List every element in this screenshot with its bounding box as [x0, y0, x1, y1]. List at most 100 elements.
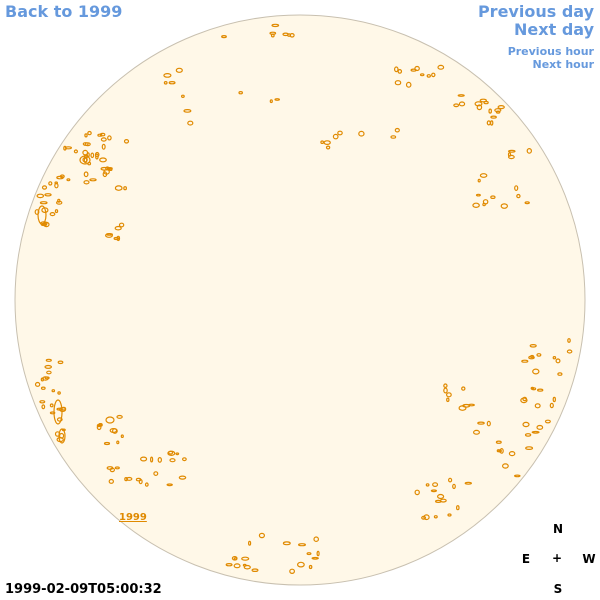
contour-speck [490, 195, 496, 200]
contour-speck [306, 552, 312, 556]
contour-speck [320, 140, 325, 145]
contour-speck [507, 149, 516, 153]
next-day-link[interactable]: Next day [514, 20, 594, 39]
contour-loop [79, 155, 91, 165]
contour-speck [114, 466, 120, 470]
contour-speck [394, 127, 400, 133]
year-link[interactable]: 1999 [119, 512, 147, 523]
contour-speck [36, 193, 45, 199]
contour-loop [58, 428, 66, 444]
contour-speck [243, 564, 251, 570]
contour-speck [490, 115, 497, 119]
contour-speck [482, 202, 486, 207]
contour-speck [41, 185, 48, 190]
contour-speck [140, 456, 148, 462]
contour-speck [66, 178, 71, 182]
contour-speck [40, 377, 45, 382]
contour-speck [443, 387, 448, 394]
contour-speck [433, 515, 438, 519]
contour-speck [144, 482, 149, 487]
contour-speck [486, 420, 491, 427]
contour-speck [508, 451, 516, 457]
contour-speck [178, 475, 187, 480]
contour-speck [474, 101, 483, 107]
contour-speck [82, 149, 89, 156]
contour-speck [175, 452, 180, 456]
contour-speck [54, 181, 59, 185]
contour-speck [56, 175, 64, 180]
contour-speck [514, 185, 519, 192]
contour-speck [150, 456, 154, 463]
back-to-year-link[interactable]: Back to 1999 [5, 2, 123, 21]
contour-speck [311, 556, 319, 560]
contour-speck [461, 386, 466, 391]
contour-speck [138, 478, 143, 485]
contour-speck [453, 103, 460, 108]
contour-speck [183, 108, 192, 113]
contour-speck [269, 99, 273, 104]
contour-speck [221, 34, 227, 39]
contour-speck [289, 568, 296, 575]
contour-speck [452, 483, 456, 490]
contour-speck [490, 120, 494, 126]
compass-center: + [551, 551, 563, 565]
contour-speck [544, 419, 551, 424]
contour-speck [225, 563, 233, 567]
contour-speck [525, 446, 534, 451]
contour-speck [458, 101, 466, 107]
contour-speck [325, 145, 331, 150]
contour-speck [358, 130, 365, 137]
contour-speck [557, 372, 563, 376]
contour-speck [187, 120, 194, 126]
contour-speck [274, 98, 281, 101]
contour-speck [57, 391, 61, 395]
contour-speck [41, 404, 46, 410]
previous-day-link[interactable]: Previous day [477, 2, 594, 21]
contour-speck [258, 532, 265, 539]
contour-speck [83, 171, 89, 178]
compass-west: W [582, 552, 596, 566]
contour-speck [405, 81, 412, 88]
contour-speck [476, 104, 483, 111]
contour-speck [175, 67, 183, 73]
contour-speck [114, 225, 122, 231]
contour-speck [479, 98, 487, 103]
contour-speck [49, 212, 56, 217]
contour-speck [522, 421, 530, 428]
contour-speck [414, 65, 420, 72]
contour-speck [394, 80, 402, 86]
contour-speck [443, 383, 448, 389]
contour-speck [116, 414, 123, 419]
contour-speck [437, 64, 445, 70]
contour-speck [458, 405, 467, 411]
contour-speck [116, 440, 120, 445]
next-hour-link[interactable]: Next hour [532, 58, 595, 71]
previous-hour-link[interactable]: Previous hour [507, 45, 594, 58]
compass-south: S [553, 582, 563, 596]
contour-speck [524, 201, 530, 205]
contour-speck [529, 343, 537, 348]
contour-speck [448, 477, 453, 483]
contour-speck [483, 100, 489, 105]
contour-speck [308, 564, 313, 570]
contour-speck [532, 368, 540, 375]
contour-speck [73, 149, 79, 154]
observation-timestamp: 1999-02-09T05:00:32 [5, 582, 162, 597]
contour-speck [552, 356, 557, 360]
contour-speck [40, 386, 46, 390]
contour-speck [44, 193, 52, 197]
contour-speck [549, 402, 554, 409]
contour-speck [181, 457, 187, 462]
contour-speck [166, 483, 173, 487]
contour-speck [536, 424, 544, 430]
contour-loop [53, 399, 63, 425]
contour-speck [118, 222, 125, 228]
contour-speck [439, 498, 447, 503]
contour-speck [57, 198, 61, 203]
contour-speck [233, 557, 238, 561]
contour-speck [530, 354, 535, 359]
contour-speck [106, 166, 113, 170]
contour-speck [498, 449, 502, 453]
contour-loop [37, 205, 47, 225]
